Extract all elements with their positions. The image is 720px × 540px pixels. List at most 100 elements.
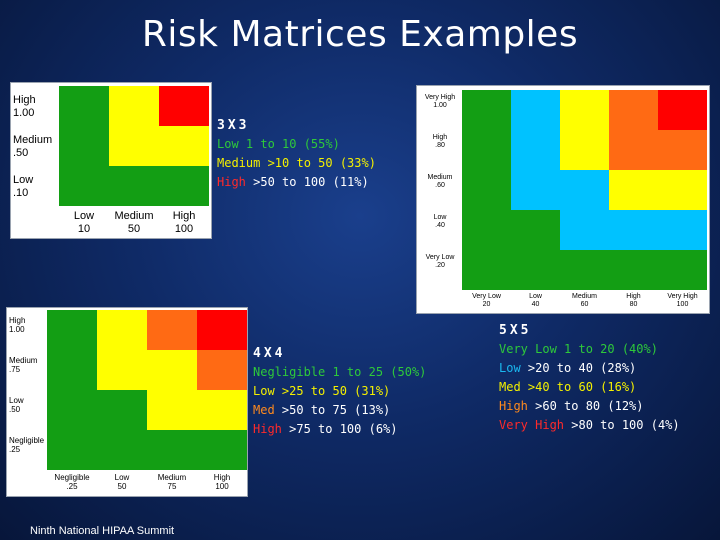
x-label-value: 50 (117, 482, 127, 492)
legend-4x4: 4X4 Negligible 1 to 25 (50%) Low >25 to 5… (253, 344, 426, 439)
matrix-cell (462, 210, 511, 250)
matrix-cell (609, 210, 658, 250)
matrix-cell (159, 86, 209, 126)
x-axis-label: Low 40 (511, 293, 560, 309)
matrix-cell (47, 350, 97, 390)
legend-row: Low >20 to 40 (28%) (499, 359, 680, 378)
matrix-cell (658, 210, 707, 250)
y-axis-label: Low .40 (419, 214, 461, 230)
matrix-cell (59, 126, 109, 166)
x-axis-label: Very High 100 (658, 293, 707, 309)
y-label-value: .40 (435, 222, 445, 230)
matrix-cell (147, 430, 197, 470)
x-label-name: Low (73, 210, 95, 222)
legend-3x3: 3X3 Low 1 to 10 (55%) Medium >10 to 50 (3… (217, 116, 376, 192)
y-label-value: 1.00 (9, 325, 25, 335)
legend-row: Very High >80 to 100 (4%) (499, 416, 680, 435)
y-label-name: Medium (427, 174, 453, 181)
legend-level: Low (253, 384, 275, 398)
x-label-value: 40 (531, 301, 540, 309)
x-label-name: High (213, 473, 231, 482)
legend-row: Low 1 to 10 (55%) (217, 135, 376, 154)
legend-row: Very Low 1 to 20 (40%) (499, 340, 680, 359)
legend-5x5: 5X5 Very Low 1 to 20 (40%) Low >20 to 40 … (499, 321, 680, 435)
y-label-value: .25 (9, 445, 21, 455)
matrix-cell (47, 430, 97, 470)
legend-level: High (253, 422, 282, 436)
x-label-value: 100 (174, 222, 194, 235)
matrix-cell (560, 210, 609, 250)
matrix-cell (109, 86, 159, 126)
x-label-name: Medium (572, 293, 597, 300)
x-axis-label: Medium 50 (109, 210, 159, 235)
matrix-cell (462, 130, 511, 170)
matrix-cell (609, 250, 658, 290)
legend-range: >25 to 50 (31%) (274, 384, 391, 398)
risk-matrix-5x5: Very High 1.00 High .80 Medium .60 Low .40 Very … (416, 85, 710, 314)
legend-range: >10 to 50 (33%) (260, 156, 376, 170)
matrix-cell (159, 166, 209, 206)
matrix-cell (197, 350, 247, 390)
x-axis-label: Medium 75 (147, 473, 197, 491)
matrix-cell (109, 126, 159, 166)
legend-heading: 4X4 (253, 346, 286, 361)
x-axis-label: Negligible .25 (47, 473, 97, 491)
matrix-cell (147, 390, 197, 430)
y-label-name: Very High (424, 94, 456, 101)
matrix-cell (109, 166, 159, 206)
legend-row: Medium >10 to 50 (33%) (217, 154, 376, 173)
x-axis-label: High 100 (159, 210, 209, 235)
matrix-cell (197, 310, 247, 350)
x-axis-label: Medium 60 (560, 293, 609, 309)
legend-level: Medium (217, 156, 261, 170)
x-label-value: 80 (629, 301, 638, 309)
y-label-name: Very Low (425, 254, 455, 261)
matrix-cell (511, 210, 560, 250)
x-label-name: Medium (157, 473, 187, 482)
legend-row: High >75 to 100 (6%) (253, 420, 426, 439)
matrix-cell (560, 170, 609, 210)
y-label-value: 1.00 (13, 106, 35, 119)
y-label-name: High (13, 94, 36, 106)
legend-range: >20 to 40 (28%) (520, 361, 637, 375)
risk-matrix-4x4: High 1.00 Medium .75 Low .50 Negligible .25 Negl… (6, 307, 248, 497)
matrix-cell (609, 170, 658, 210)
matrix-cell (59, 86, 109, 126)
slide-title: Risk Matrices Examples (141, 14, 579, 55)
x-axis-label: High 80 (609, 293, 658, 309)
legend-level: Low (499, 361, 521, 375)
legend-level: High (499, 399, 528, 413)
legend-range: >50 to 75 (13%) (274, 403, 391, 417)
y-label-name: High (9, 316, 26, 325)
x-label-name: Low (114, 473, 130, 482)
x-axis-label: Very Low 20 (462, 293, 511, 309)
legend-range: 1 to 20 (40%) (556, 342, 658, 356)
y-label-value: .60 (435, 182, 445, 190)
y-label-name: Low (13, 174, 34, 186)
legend-range: >75 to 100 (6%) (281, 422, 398, 436)
matrix-cell (47, 310, 97, 350)
matrix-cell (147, 350, 197, 390)
legend-row: Med >50 to 75 (13%) (253, 401, 426, 420)
x-label-name: Very High (667, 293, 698, 300)
y-label-value: .50 (9, 405, 21, 415)
matrix-cell (609, 130, 658, 170)
matrix-cell (658, 130, 707, 170)
legend-level: High (217, 175, 246, 189)
y-axis-label: Medium .60 (419, 174, 461, 190)
matrix-cell (97, 350, 147, 390)
y-label-value: .50 (13, 146, 29, 159)
x-axis-label: High 100 (197, 473, 247, 491)
matrix-cell (59, 166, 109, 206)
matrix-cell (658, 250, 707, 290)
x-label-value: 10 (77, 222, 91, 235)
legend-level: Low (217, 137, 239, 151)
x-label-name: High (172, 210, 196, 222)
legend-range: >80 to 100 (4%) (564, 418, 680, 432)
legend-level: Very High (499, 418, 565, 432)
legend-heading: 5X5 (499, 323, 532, 338)
risk-matrix-3x3: High 1.00 Medium .50 Low .10 Low 10 Medium 50 High… (10, 82, 212, 239)
matrix-cell (47, 390, 97, 430)
matrix-cell (197, 430, 247, 470)
y-label-name: Low (9, 396, 24, 405)
